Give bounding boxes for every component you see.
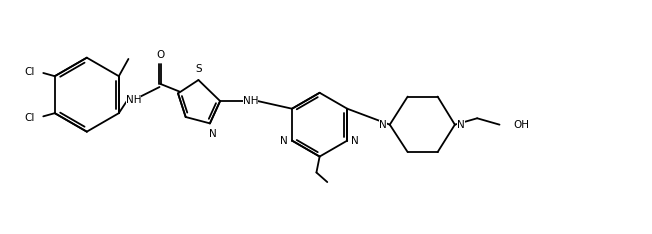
- Text: N: N: [458, 120, 465, 130]
- Text: NH: NH: [243, 96, 258, 106]
- Text: OH: OH: [514, 120, 529, 130]
- Text: NH: NH: [126, 95, 141, 105]
- Text: S: S: [196, 64, 202, 74]
- Text: N: N: [351, 135, 359, 146]
- Text: O: O: [156, 50, 164, 60]
- Text: Cl: Cl: [24, 113, 35, 123]
- Text: N: N: [280, 135, 288, 146]
- Text: N: N: [379, 120, 387, 130]
- Text: Cl: Cl: [24, 67, 35, 77]
- Text: N: N: [209, 129, 216, 139]
